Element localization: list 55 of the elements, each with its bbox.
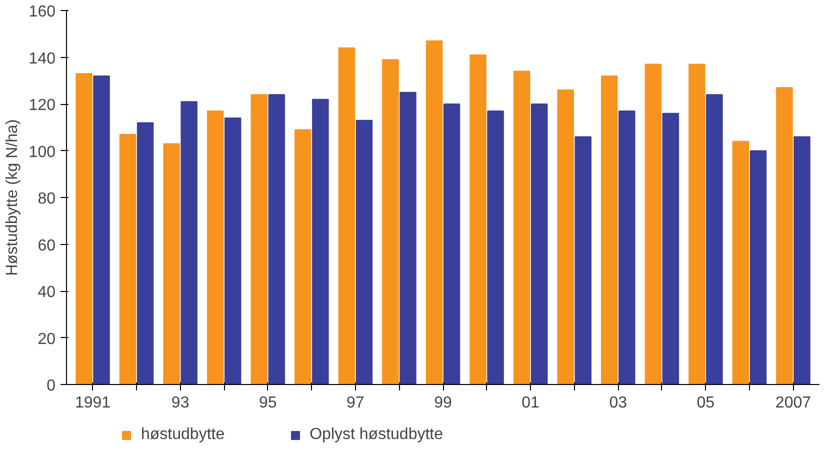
bar [224, 118, 242, 384]
bar [294, 129, 312, 384]
y-tick-label: 160 [28, 4, 56, 20]
x-tick-label: 1991 [74, 394, 111, 412]
bar [530, 104, 548, 384]
x-tick-label: 97 [346, 394, 364, 412]
legend-label: Oplyst høstudbytte [310, 426, 443, 444]
y-tick-label: 80 [38, 190, 56, 208]
y-tick-label: 20 [38, 330, 56, 348]
bar [312, 98, 329, 384]
bar [250, 94, 268, 384]
y-axis-title: Høstudbytte (kg N/ha) [4, 119, 21, 276]
bar [487, 110, 504, 384]
bar [206, 110, 224, 384]
bar [557, 89, 574, 384]
y-tick-label: 140 [28, 50, 56, 68]
bar [600, 75, 618, 384]
bar [706, 94, 723, 384]
bar [180, 101, 198, 384]
bar [400, 92, 416, 384]
x-tick-label: 01 [522, 394, 540, 412]
bar [662, 112, 680, 384]
x-tick-label: 05 [696, 394, 715, 412]
y-tick-label: 120 [28, 97, 56, 114]
bar [76, 73, 92, 384]
bar [513, 70, 530, 384]
bar [382, 59, 399, 384]
bar [93, 75, 110, 384]
y-tick-label: 0 [46, 378, 56, 394]
bar [268, 94, 286, 384]
bar [356, 120, 373, 384]
bar [426, 40, 443, 384]
legend-label: høstudbytte [141, 426, 225, 444]
bar [119, 134, 136, 384]
x-tick-label: 95 [258, 394, 277, 412]
bar [163, 143, 180, 384]
bar [644, 64, 662, 384]
x-tick-label: 03 [609, 394, 628, 412]
bar [338, 47, 356, 384]
bar [443, 104, 460, 384]
bar [618, 110, 636, 384]
bar [750, 150, 767, 384]
bar [732, 140, 750, 384]
y-tick-label: 60 [38, 237, 56, 254]
bar [136, 122, 154, 384]
y-tick-label: 100 [28, 144, 56, 161]
bar [794, 136, 810, 384]
bar [470, 54, 486, 384]
x-tick-label: 93 [171, 394, 190, 412]
x-tick-label: 2007 [775, 394, 812, 412]
bar [776, 87, 793, 384]
bar [688, 64, 706, 384]
y-tick-label: 40 [38, 284, 56, 301]
bar [574, 136, 592, 384]
x-tick-label: 99 [434, 394, 452, 412]
